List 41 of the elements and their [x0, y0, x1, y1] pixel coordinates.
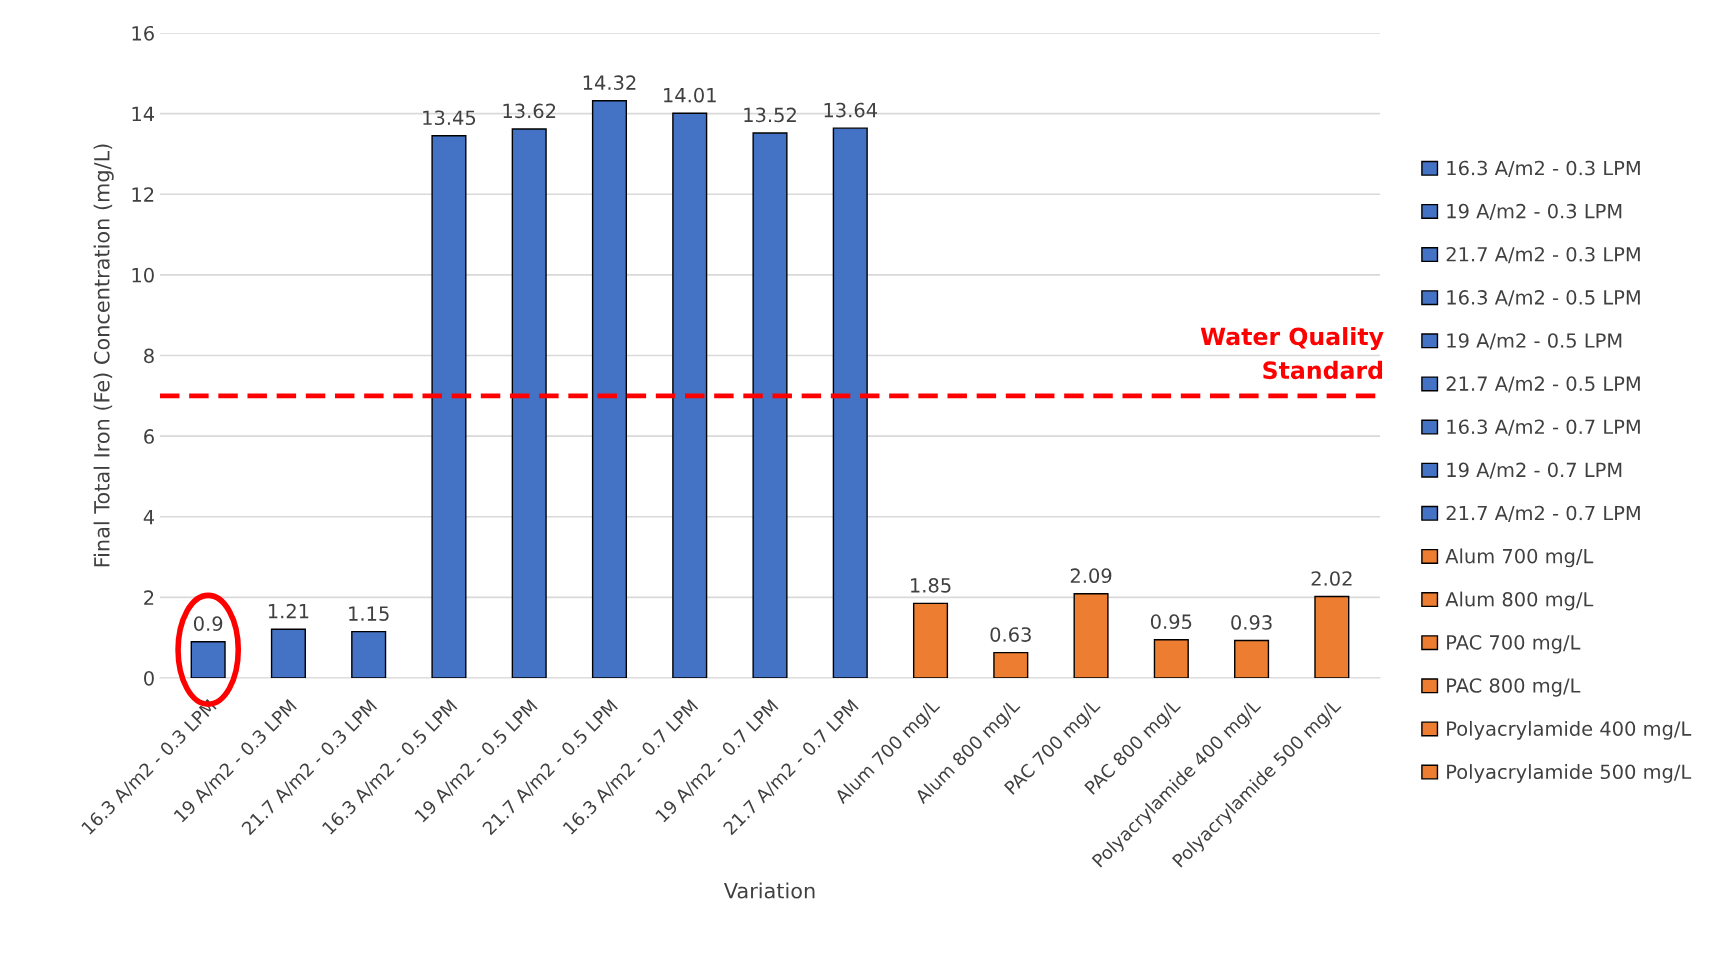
data-label: 2.09	[1070, 568, 1112, 584]
data-label: 13.45	[423, 110, 476, 126]
data-label: 13.64	[824, 102, 878, 118]
y-tick-label: 12	[132, 187, 154, 202]
data-label: 1.21	[268, 603, 309, 619]
legend-label: Alum 800 mg/L	[1445, 591, 1594, 611]
y-tick-label: 0	[144, 670, 154, 686]
y-tick-label: 6	[144, 429, 154, 444]
data-label: 1.15	[349, 606, 389, 621]
data-label: 13.52	[744, 107, 796, 123]
legend-label: 21.7 A/m2 - 0.5 LPM	[1446, 376, 1640, 393]
legend-label: 21.7 A/m2 - 0.7 LPM	[1446, 505, 1640, 522]
legend-label: 16.3 A/m2 - 0.5 LPM	[1447, 290, 1640, 307]
y-tick-label: 4	[143, 509, 155, 525]
legend-label: 16.3 A/m2 - 0.3 LPM	[1447, 160, 1640, 177]
legend-label: Polyacrylamide 400 mg/L	[1447, 720, 1692, 740]
legend-label: 19 A/m2 - 0.5 LPM	[1447, 333, 1622, 350]
data-label: 14.01	[664, 87, 716, 103]
data-label: 0.63	[990, 627, 1031, 642]
legend-label: 21.7 A/m2 - 0.3 LPM	[1446, 246, 1640, 264]
legend-label: PAC 800 mg/L	[1447, 678, 1581, 697]
legend-label: PAC 700 mg/L	[1447, 635, 1581, 654]
y-tick-label: 14	[132, 106, 155, 122]
data-label: 1.85	[911, 578, 951, 593]
y-tick-label: 10	[132, 267, 154, 283]
legend-label: 19 A/m2 - 0.7 LPM	[1447, 462, 1622, 479]
data-label: 2.02	[1311, 571, 1352, 586]
y-tick-label: 16	[132, 25, 154, 41]
y-axis-title: Final Total Iron (Fe) Concentration (mg/L)	[93, 144, 114, 567]
legend-label: 19 A/m2 - 0.3 LPM	[1447, 203, 1622, 221]
y-tick-label: 2	[144, 590, 154, 605]
ref-line-label: Water Quality Standard	[1200, 327, 1384, 380]
data-label: 13.62	[503, 103, 556, 119]
x-axis-title: Variation	[723, 882, 815, 899]
data-label: 0.9	[193, 616, 223, 632]
data-label: 0.95	[1150, 614, 1192, 629]
data-label: 0.93	[1231, 615, 1272, 630]
y-tick-label: 8	[144, 348, 154, 364]
legend-label: 16.3 A/m2 - 0.7 LPM	[1447, 419, 1640, 436]
legend-label: Alum 700 mg/L	[1445, 548, 1594, 568]
data-label: 14.32	[583, 75, 636, 91]
